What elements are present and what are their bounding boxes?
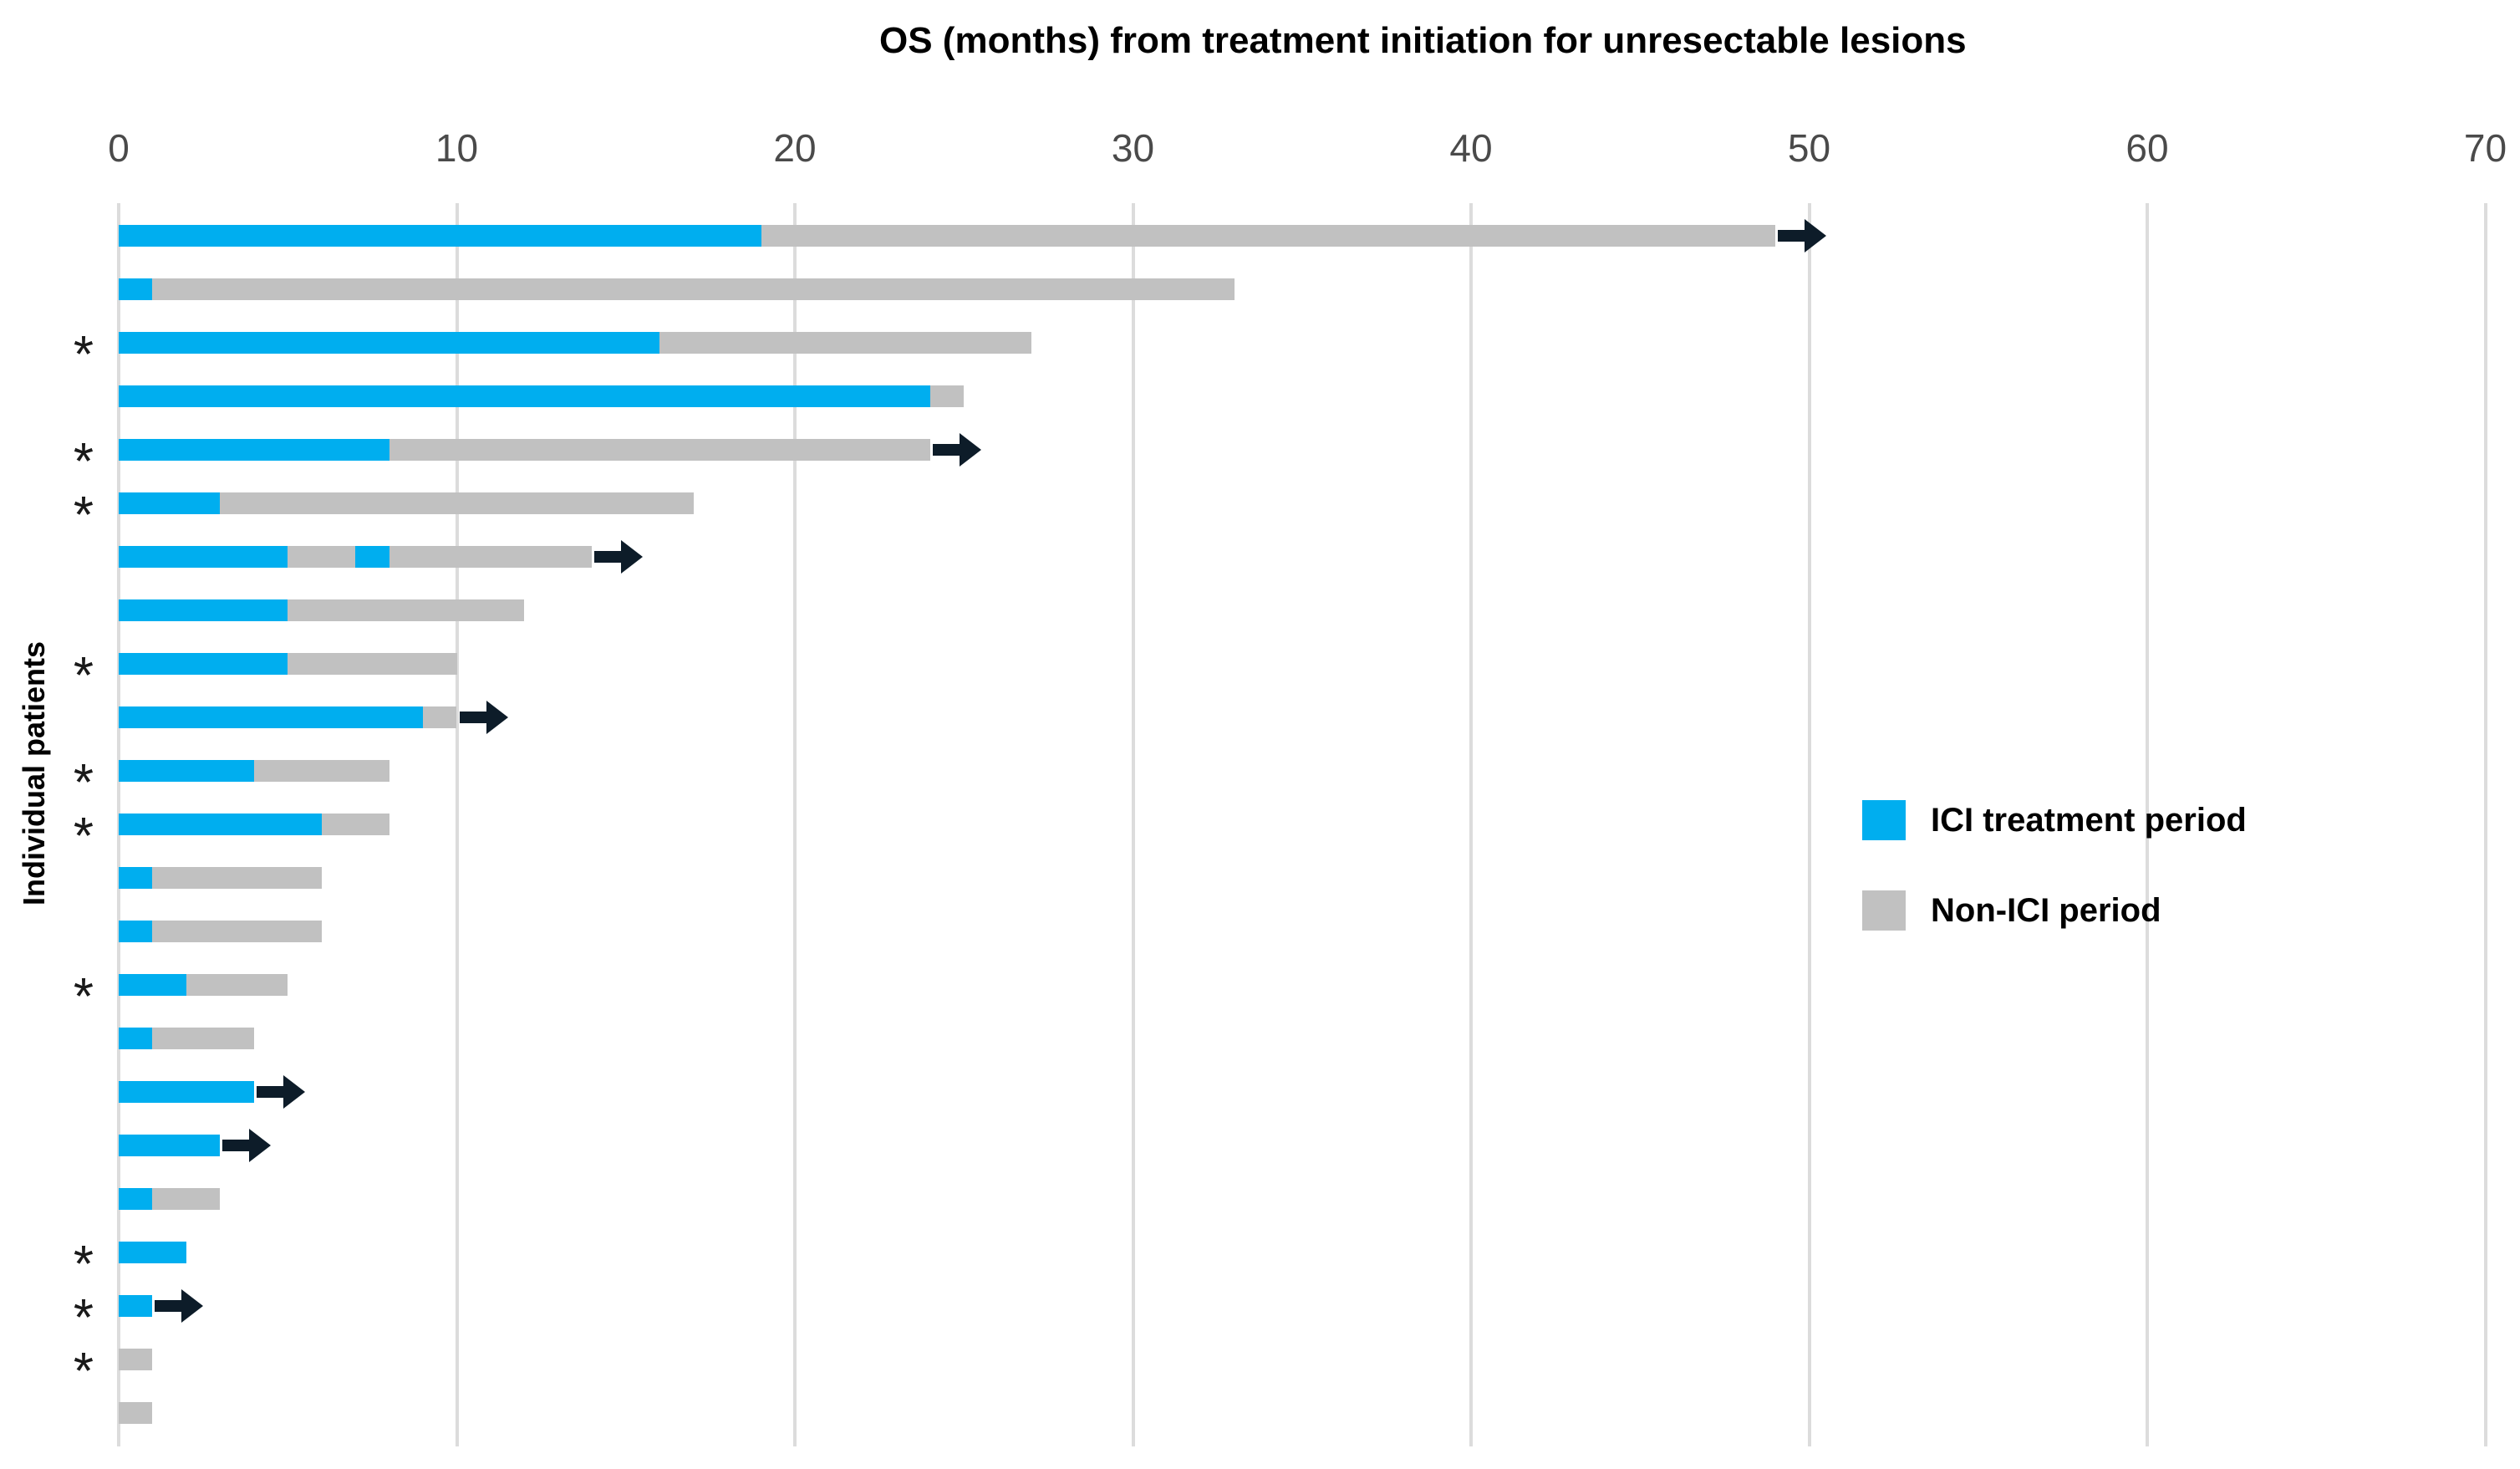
- non-ici-bar-segment: [152, 1188, 221, 1210]
- ici-bar-segment: [119, 332, 660, 354]
- legend-item-ici: ICI treatment period: [1862, 800, 2247, 840]
- ici-color-swatch: [1862, 800, 1906, 840]
- asterisk-marker: *: [73, 1343, 94, 1400]
- x-tick-label: 30: [1111, 126, 1155, 170]
- x-tick-label: 40: [1449, 126, 1493, 170]
- ici-bar-segment: [119, 706, 424, 728]
- non-ici-bar-segment: [288, 599, 525, 621]
- asterisk-marker: *: [73, 1236, 94, 1293]
- ici-bar-segment: [119, 439, 389, 461]
- non-ici-bar-segment: [119, 1402, 153, 1424]
- non-ici-bar-segment: [929, 385, 965, 407]
- non-ici-bar-segment: [423, 706, 457, 728]
- non-ici-color-swatch: [1862, 890, 1906, 931]
- ici-bar-segment: [119, 1135, 221, 1156]
- non-ici-bar-segment: [152, 867, 322, 889]
- non-ici-bar-segment: [152, 278, 1235, 300]
- asterisk-marker: *: [73, 326, 94, 384]
- x-tick-label: 10: [435, 126, 479, 170]
- non-ici-bar-segment: [152, 921, 322, 942]
- legend-label-ici: ICI treatment period: [1931, 801, 2247, 839]
- x-tick-label: 0: [108, 126, 130, 170]
- ongoing-arrow-icon: [1778, 219, 1827, 257]
- ici-bar-segment: [119, 867, 153, 889]
- ici-bar-segment: [355, 546, 389, 568]
- gridline: [1469, 203, 1473, 1446]
- ongoing-arrow-icon: [594, 540, 644, 578]
- non-ici-bar-segment: [186, 974, 288, 996]
- ici-bar-segment: [119, 599, 288, 621]
- x-tick-label: 20: [773, 126, 817, 170]
- ongoing-arrow-icon: [222, 1129, 272, 1166]
- ici-bar-segment: [119, 225, 761, 247]
- non-ici-bar-segment: [253, 760, 389, 782]
- asterisk-marker: *: [73, 433, 94, 491]
- non-ici-bar-segment: [389, 439, 930, 461]
- ici-bar-segment: [119, 278, 153, 300]
- asterisk-marker: *: [73, 754, 94, 812]
- asterisk-marker: *: [73, 647, 94, 705]
- gridline: [2483, 203, 2487, 1446]
- gridline: [1807, 203, 1811, 1446]
- ici-bar-segment: [119, 1081, 254, 1103]
- ici-bar-segment: [119, 1188, 153, 1210]
- ongoing-arrow-icon: [256, 1075, 305, 1113]
- non-ici-bar-segment: [152, 1028, 254, 1049]
- ici-bar-segment: [119, 974, 186, 996]
- ici-bar-segment: [119, 1242, 186, 1263]
- ici-bar-segment: [119, 921, 153, 942]
- legend-item-non-ici: Non-ICI period: [1862, 890, 2161, 931]
- ici-bar-segment: [119, 546, 288, 568]
- asterisk-marker: *: [73, 1289, 94, 1347]
- ongoing-arrow-icon: [459, 701, 508, 738]
- ici-bar-segment: [119, 492, 221, 514]
- y-axis-label: Individual patients: [17, 640, 51, 906]
- non-ici-bar-segment: [288, 653, 457, 675]
- ongoing-arrow-icon: [155, 1289, 204, 1327]
- non-ici-bar-segment: [321, 814, 389, 835]
- legend-label-non-ici: Non-ICI period: [1931, 891, 2161, 929]
- gridline: [455, 203, 459, 1446]
- non-ici-bar-segment: [761, 225, 1776, 247]
- ici-bar-segment: [119, 760, 254, 782]
- non-ici-bar-segment: [659, 332, 1032, 354]
- legend: ICI treatment period Non-ICI period: [1862, 800, 2364, 967]
- asterisk-marker: *: [73, 808, 94, 865]
- gridline: [1131, 203, 1135, 1446]
- x-tick-label: 60: [2125, 126, 2169, 170]
- non-ici-bar-segment: [220, 492, 694, 514]
- ongoing-arrow-icon: [932, 433, 981, 471]
- non-ici-bar-segment: [389, 546, 593, 568]
- ici-bar-segment: [119, 653, 288, 675]
- ici-bar-segment: [119, 385, 930, 407]
- asterisk-marker: *: [73, 487, 94, 544]
- ici-bar-segment: [119, 1028, 153, 1049]
- x-tick-label: 50: [1787, 126, 1831, 170]
- non-ici-bar-segment: [119, 1349, 153, 1370]
- asterisk-marker: *: [73, 968, 94, 1026]
- chart-title: OS (months) from treatment initiation fo…: [879, 20, 1967, 61]
- non-ici-bar-segment: [288, 546, 356, 568]
- gridline: [2146, 203, 2149, 1446]
- ici-bar-segment: [119, 1295, 153, 1317]
- gridline: [793, 203, 797, 1446]
- ici-bar-segment: [119, 814, 322, 835]
- x-tick-label: 70: [2463, 126, 2507, 170]
